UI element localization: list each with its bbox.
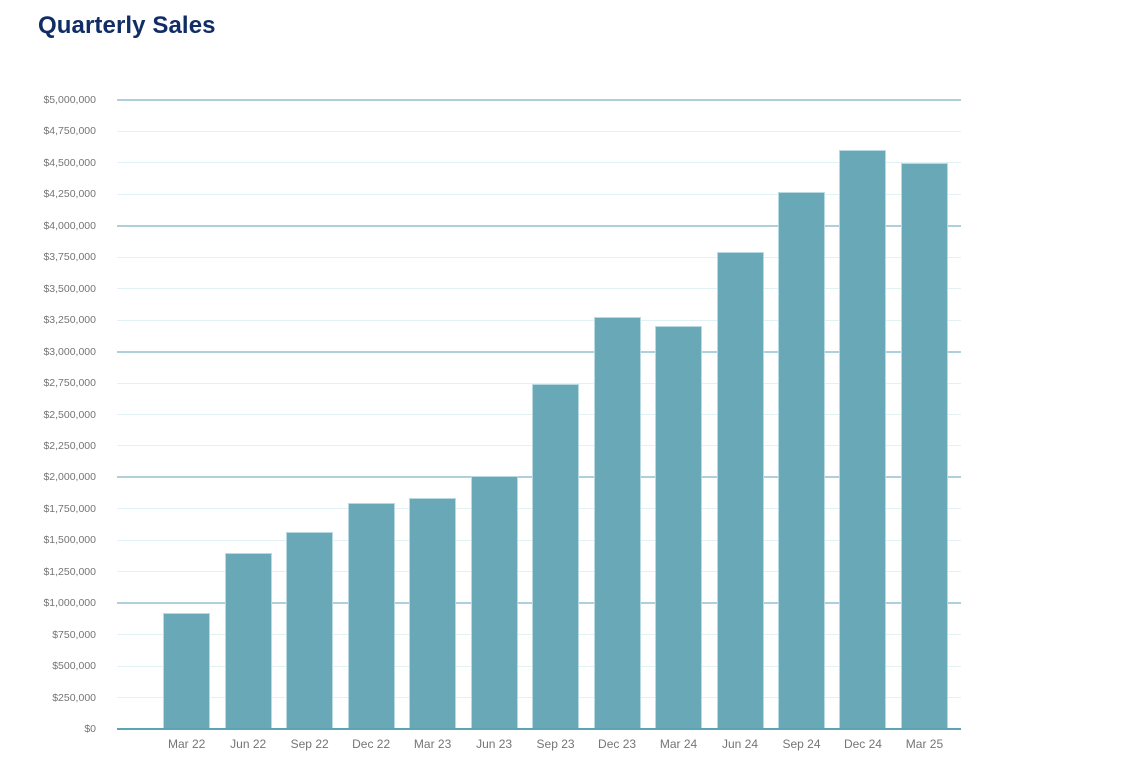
x-tick-label: Sep 24 — [782, 737, 821, 751]
x-tick-label: Mar 24 — [659, 737, 698, 751]
bar-mar-25[interactable] — [900, 162, 948, 729]
y-tick-label: $4,750,000 — [43, 125, 96, 138]
y-axis-tick-labels: $0 $250,000 $500,000 $750,000 $1,000,000 $1,2… — [0, 94, 96, 735]
gridline — [117, 288, 961, 290]
y-tick-label: $3,250,000 — [43, 314, 96, 327]
y-tick-label: $2,000,000 — [43, 471, 96, 484]
x-tick-label: Dec 22 — [352, 737, 391, 751]
plot-area — [117, 99, 961, 730]
y-tick-label: $0 — [84, 723, 96, 735]
y-tick-label: $1,750,000 — [43, 502, 96, 515]
x-tick-label: Mar 22 — [168, 737, 206, 751]
gridline — [117, 224, 961, 227]
y-tick-label: $3,000,000 — [43, 345, 96, 358]
x-tick-label: Dec 24 — [843, 737, 882, 751]
y-tick-label: $1,000,000 — [43, 597, 96, 610]
bar-mar-22[interactable] — [163, 612, 211, 729]
y-tick-label: $250,000 — [52, 691, 96, 704]
y-tick-label: $4,000,000 — [43, 219, 96, 232]
bar-jun-23[interactable] — [470, 476, 518, 729]
y-tick-label: $3,500,000 — [43, 282, 96, 295]
bar-jun-24[interactable] — [716, 252, 764, 729]
y-tick-label: $2,250,000 — [43, 439, 96, 452]
bar-mar-24[interactable] — [655, 325, 703, 729]
bar-mar-23[interactable] — [409, 497, 457, 729]
y-tick-label: $4,500,000 — [43, 156, 96, 169]
y-tick-label: $2,500,000 — [43, 408, 96, 421]
x-axis-line — [117, 728, 961, 730]
x-tick-label: Mar 25 — [905, 737, 944, 751]
x-tick-label: Mar 23 — [413, 737, 452, 751]
bar-sep-22[interactable] — [286, 531, 334, 729]
bar-dec-24[interactable] — [839, 149, 887, 729]
y-tick-label: $1,250,000 — [43, 565, 96, 578]
gridline — [117, 319, 961, 321]
bar-sep-23[interactable] — [532, 384, 580, 729]
gridline — [117, 350, 961, 353]
y-tick-label: $750,000 — [52, 628, 96, 641]
bar-dec-22[interactable] — [347, 502, 395, 729]
y-tick-label: $3,750,000 — [43, 251, 96, 264]
y-tick-label: $4,250,000 — [43, 188, 96, 201]
gridline — [117, 99, 961, 101]
y-tick-label: $500,000 — [52, 660, 96, 673]
x-axis-tick-labels: Mar 22 Jun 22 Sep 22 Dec 22 Mar 23 Jun 23 Sep … — [117, 737, 961, 757]
chart-title: Quarterly Sales — [38, 12, 216, 39]
x-tick-label: Dec 23 — [598, 737, 637, 751]
x-tick-label: Jun 24 — [722, 737, 759, 751]
x-tick-label: Sep 22 — [290, 737, 329, 751]
y-tick-label: $1,500,000 — [43, 534, 96, 547]
y-tick-label: $2,750,000 — [43, 377, 96, 390]
gridline — [117, 162, 961, 164]
bar-jun-22[interactable] — [224, 552, 272, 729]
gridline — [117, 193, 961, 195]
bar-dec-23[interactable] — [593, 317, 641, 729]
gridline — [117, 382, 961, 384]
gridline — [117, 256, 961, 258]
x-tick-label: Jun 23 — [476, 737, 513, 751]
y-tick-label: $5,000,000 — [43, 94, 96, 106]
x-tick-label: Sep 23 — [536, 737, 575, 751]
x-tick-label: Jun 22 — [230, 737, 267, 751]
gridline — [117, 130, 961, 132]
bar-sep-24[interactable] — [778, 192, 825, 729]
